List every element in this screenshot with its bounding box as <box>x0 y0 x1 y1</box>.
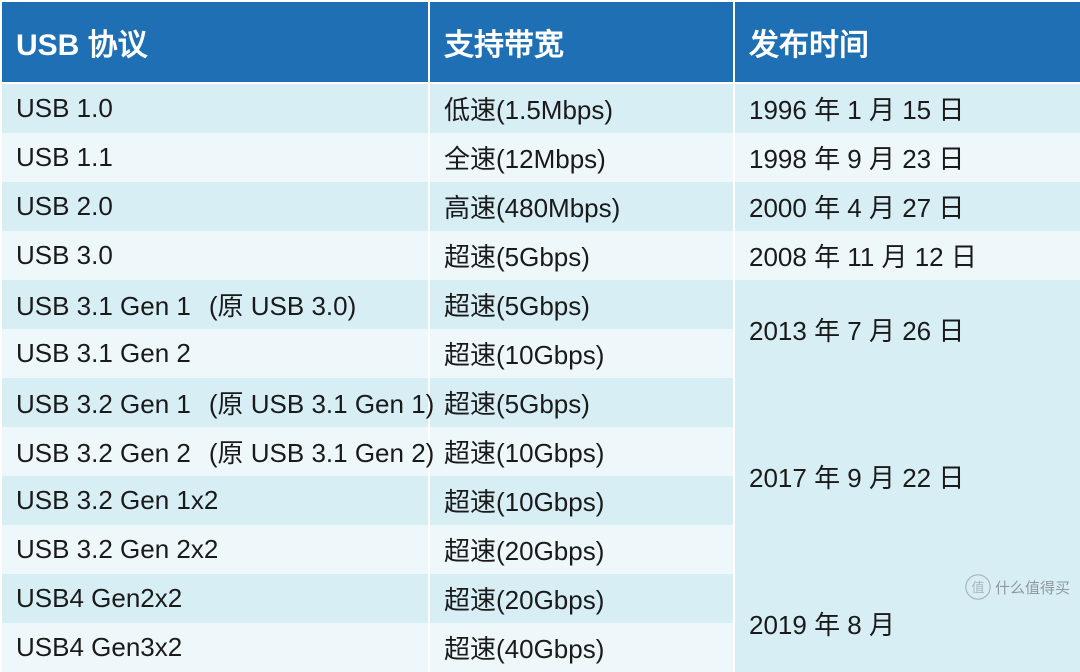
protocol-name: USB 3.2 Gen 2 <box>16 438 191 468</box>
cell-release: 1998 年 9 月 23 日 <box>734 133 1080 182</box>
table-row: USB 1.1 全速(12Mbps)1998 年 9 月 23 日 <box>1 133 1080 182</box>
protocol-name: USB 3.2 Gen 1x2 <box>16 485 218 515</box>
cell-release: 2013 年 7 月 26 日 <box>734 280 1080 378</box>
cell-bandwidth: 超速(5Gbps) <box>429 280 734 329</box>
cell-bandwidth: 超速(40Gbps) <box>429 623 734 672</box>
protocol-name: USB 3.2 Gen 1 <box>16 389 191 419</box>
table-row: USB 3.0 超速(5Gbps)2008 年 11 月 12 日 <box>1 231 1080 280</box>
protocol-name: USB4 Gen2x2 <box>16 583 182 613</box>
cell-bandwidth: 全速(12Mbps) <box>429 133 734 182</box>
protocol-name: USB4 Gen3x2 <box>16 632 182 662</box>
cell-bandwidth: 超速(10Gbps) <box>429 476 734 525</box>
protocol-note: (原 USB 3.1 Gen 2) <box>209 438 434 468</box>
usb-spec-table: USB 协议 支持带宽 发布时间 USB 1.0 低速(1.5Mbps)1996 … <box>0 0 1080 672</box>
cell-bandwidth: 高速(480Mbps) <box>429 182 734 231</box>
protocol-name: USB 2.0 <box>16 191 113 221</box>
protocol-note: (原 USB 3.0) <box>209 291 356 321</box>
cell-protocol: USB 3.2 Gen 2(原 USB 3.1 Gen 2) <box>1 427 429 476</box>
protocol-name: USB 1.1 <box>16 142 113 172</box>
cell-protocol: USB 3.2 Gen 2x2 <box>1 525 429 574</box>
cell-release: 2000 年 4 月 27 日 <box>734 182 1080 231</box>
watermark: 值 什么值得买 <box>965 574 1070 600</box>
cell-protocol: USB 1.1 <box>1 133 429 182</box>
table-row: USB4 Gen2x2超速(20Gbps)2019 年 8 月 <box>1 574 1080 623</box>
cell-bandwidth: 超速(20Gbps) <box>429 574 734 623</box>
svg-text:值: 值 <box>971 580 984 595</box>
protocol-note: (原 USB 3.1 Gen 1) <box>209 389 434 419</box>
cell-release: 1996 年 1 月 15 日 <box>734 83 1080 133</box>
cell-bandwidth: 超速(10Gbps) <box>429 427 734 476</box>
cell-bandwidth: 超速(10Gbps) <box>429 329 734 378</box>
cell-bandwidth: 超速(20Gbps) <box>429 525 734 574</box>
cell-protocol: USB 2.0 <box>1 182 429 231</box>
cell-protocol: USB 3.2 Gen 1x2 <box>1 476 429 525</box>
cell-bandwidth: 超速(5Gbps) <box>429 378 734 427</box>
cell-protocol: USB4 Gen3x2 <box>1 623 429 672</box>
watermark-text: 什么值得买 <box>995 577 1070 598</box>
smzdm-badge-icon: 值 <box>965 574 991 600</box>
cell-protocol: USB 1.0 <box>1 83 429 133</box>
table-row: USB 2.0 高速(480Mbps)2000 年 4 月 27 日 <box>1 182 1080 231</box>
cell-bandwidth: 超速(5Gbps) <box>429 231 734 280</box>
cell-release: 2008 年 11 月 12 日 <box>734 231 1080 280</box>
cell-protocol: USB 3.2 Gen 1(原 USB 3.1 Gen 1) <box>1 378 429 427</box>
table-row: USB 1.0 低速(1.5Mbps)1996 年 1 月 15 日 <box>1 83 1080 133</box>
protocol-name: USB 1.0 <box>16 93 113 123</box>
col-header-bandwidth: 支持带宽 <box>429 1 734 83</box>
cell-protocol: USB 3.1 Gen 1 (原 USB 3.0) <box>1 280 429 329</box>
cell-protocol: USB 3.1 Gen 2 <box>1 329 429 378</box>
cell-protocol: USB4 Gen2x2 <box>1 574 429 623</box>
table-row: USB 3.1 Gen 1(原 USB 3.0)超速(5Gbps)2013 年 … <box>1 280 1080 329</box>
protocol-name: USB 3.0 <box>16 240 113 270</box>
protocol-name: USB 3.2 Gen 2x2 <box>16 534 218 564</box>
cell-release: 2017 年 9 月 22 日 <box>734 378 1080 574</box>
table-row: USB 3.2 Gen 1(原 USB 3.1 Gen 1)超速(5Gbps)2… <box>1 378 1080 427</box>
protocol-name: USB 3.1 Gen 1 <box>16 291 191 321</box>
cell-bandwidth: 低速(1.5Mbps) <box>429 83 734 133</box>
col-header-release: 发布时间 <box>734 1 1080 83</box>
col-header-protocol: USB 协议 <box>1 1 429 83</box>
table-header-row: USB 协议 支持带宽 发布时间 <box>1 1 1080 83</box>
cell-protocol: USB 3.0 <box>1 231 429 280</box>
protocol-name: USB 3.1 Gen 2 <box>16 338 191 368</box>
